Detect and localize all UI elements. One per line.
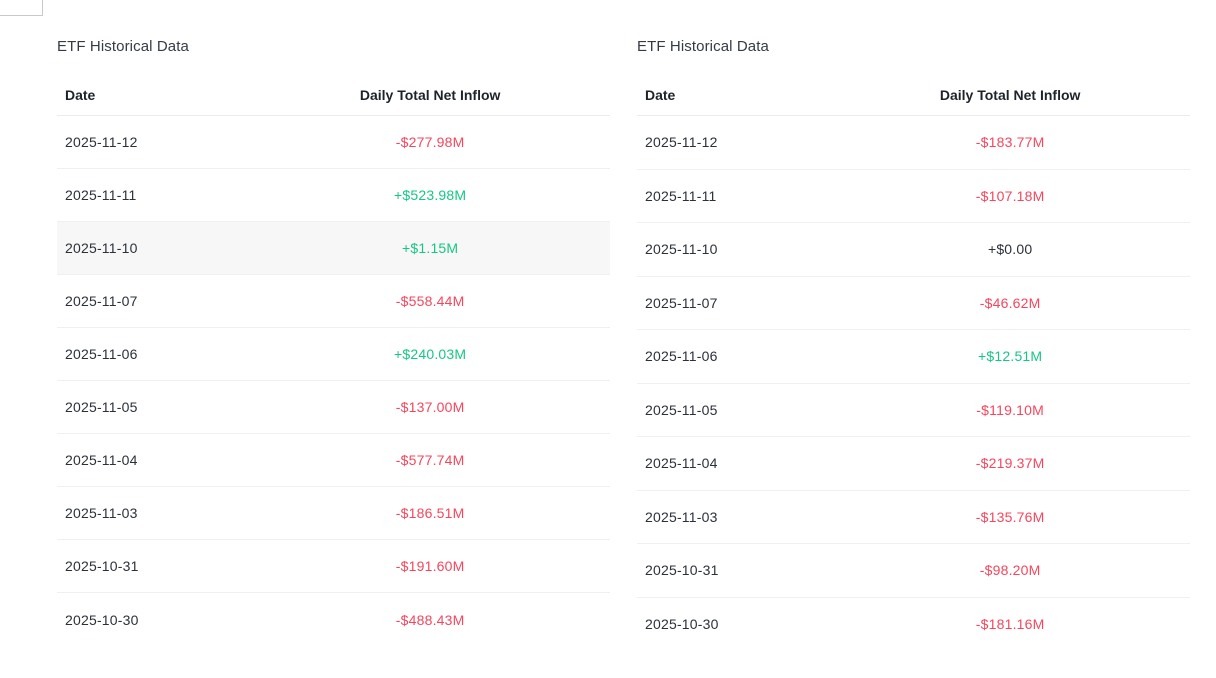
net-inflow-value: -$135.76M bbox=[975, 508, 1045, 525]
date-cell: 2025-10-31 bbox=[65, 558, 139, 574]
table-row[interactable]: 2025-11-11 +$523.98M bbox=[57, 169, 610, 222]
net-inflow-value: -$558.44M bbox=[395, 293, 465, 309]
net-inflow-value: -$277.98M bbox=[395, 134, 465, 150]
table-row[interactable]: 2025-11-07 -$558.44M bbox=[57, 275, 610, 328]
column-header-date: Date bbox=[65, 87, 96, 103]
date-cell: 2025-11-05 bbox=[65, 399, 138, 415]
column-header-net-inflow: Daily Total Net Inflow bbox=[359, 87, 501, 103]
date-cell: 2025-11-07 bbox=[65, 293, 138, 309]
net-inflow-value: -$577.74M bbox=[395, 452, 465, 468]
net-inflow-value: -$119.10M bbox=[976, 401, 1044, 418]
date-cell: 2025-11-04 bbox=[645, 455, 718, 472]
table-body: 2025-11-12 -$277.98M 2025-11-11 +$523.98M 20… bbox=[57, 116, 610, 646]
table-row[interactable]: 2025-11-06 +$12.51M bbox=[637, 330, 1190, 384]
table-row[interactable]: 2025-11-05 -$137.00M bbox=[57, 381, 610, 434]
table-row[interactable]: 2025-11-03 -$186.51M bbox=[57, 487, 610, 540]
net-inflow-value: +$523.98M bbox=[394, 187, 467, 203]
date-cell: 2025-11-03 bbox=[65, 505, 138, 521]
net-inflow-value: -$183.77M bbox=[975, 134, 1045, 151]
date-cell: 2025-11-11 bbox=[645, 187, 717, 204]
table-row[interactable]: 2025-10-31 -$191.60M bbox=[57, 540, 610, 593]
date-cell: 2025-10-31 bbox=[645, 562, 719, 579]
etf-tables-layout: ETF Historical Data Date Daily Total Net… bbox=[57, 38, 1190, 651]
table-row[interactable]: 2025-10-30 -$488.43M bbox=[57, 593, 610, 646]
date-cell: 2025-11-07 bbox=[645, 294, 718, 311]
net-inflow-value: +$12.51M bbox=[978, 348, 1043, 365]
table-header-row: Date Daily Total Net Inflow bbox=[57, 74, 610, 116]
net-inflow-value: +$240.03M bbox=[394, 346, 467, 362]
net-inflow-value: -$181.16M bbox=[975, 616, 1045, 633]
net-inflow-value: -$107.18M bbox=[975, 187, 1045, 204]
table-row[interactable]: 2025-11-04 -$577.74M bbox=[57, 434, 610, 487]
table-row[interactable]: 2025-11-04 -$219.37M bbox=[637, 437, 1190, 491]
net-inflow-value: -$186.51M bbox=[395, 505, 465, 521]
table-row[interactable]: 2025-10-30 -$181.16M bbox=[637, 598, 1190, 652]
table-row[interactable]: 2025-11-05 -$119.10M bbox=[637, 384, 1190, 437]
date-cell: 2025-11-05 bbox=[645, 401, 718, 418]
column-header-date: Date bbox=[645, 87, 676, 103]
date-cell: 2025-11-12 bbox=[65, 134, 138, 150]
table-row[interactable]: 2025-11-12 -$277.98M bbox=[57, 116, 610, 169]
date-cell: 2025-11-10 bbox=[65, 240, 138, 256]
date-cell: 2025-10-30 bbox=[645, 616, 719, 633]
table-header-row: Date Daily Total Net Inflow bbox=[637, 74, 1190, 116]
table-row[interactable]: 2025-11-10 +$1.15M bbox=[57, 222, 610, 275]
table-row[interactable]: 2025-11-10 +$0.00 bbox=[637, 223, 1190, 277]
table-row[interactable]: 2025-11-06 +$240.03M bbox=[57, 328, 610, 381]
date-cell: 2025-11-11 bbox=[65, 187, 137, 203]
date-cell: 2025-10-30 bbox=[65, 611, 139, 628]
table-row[interactable]: 2025-11-07 -$46.62M bbox=[637, 277, 1190, 330]
net-inflow-value: -$137.00M bbox=[395, 399, 465, 415]
table-body: 2025-11-12 -$183.77M 2025-11-11 -$107.18M 20… bbox=[637, 116, 1190, 651]
partial-window-corner bbox=[0, 0, 43, 16]
net-inflow-value: -$488.43M bbox=[395, 611, 465, 628]
column-header-net-inflow: Daily Total Net Inflow bbox=[939, 87, 1081, 103]
etf-historical-table-left: ETF Historical Data Date Daily Total Net… bbox=[57, 38, 610, 651]
date-cell: 2025-11-10 bbox=[645, 241, 718, 258]
net-inflow-value: -$98.20M bbox=[979, 562, 1041, 579]
net-inflow-value: -$46.62M bbox=[979, 294, 1041, 311]
date-cell: 2025-11-03 bbox=[645, 508, 718, 525]
net-inflow-value: +$0.00 bbox=[987, 241, 1033, 258]
table-title: ETF Historical Data bbox=[637, 38, 769, 55]
table-row[interactable]: 2025-11-03 -$135.76M bbox=[637, 491, 1190, 544]
net-inflow-value: +$1.15M bbox=[402, 240, 459, 256]
net-inflow-value: -$191.60M bbox=[395, 558, 465, 574]
table-row[interactable]: 2025-10-31 -$98.20M bbox=[637, 544, 1190, 598]
etf-historical-table-right: ETF Historical Data Date Daily Total Net… bbox=[637, 38, 1190, 651]
table-row[interactable]: 2025-11-11 -$107.18M bbox=[637, 170, 1190, 223]
net-inflow-value: -$219.37M bbox=[975, 455, 1045, 472]
date-cell: 2025-11-06 bbox=[645, 348, 718, 365]
table-title: ETF Historical Data bbox=[57, 38, 189, 55]
date-cell: 2025-11-04 bbox=[65, 452, 138, 468]
date-cell: 2025-11-12 bbox=[645, 134, 718, 151]
date-cell: 2025-11-06 bbox=[65, 346, 138, 362]
table-row[interactable]: 2025-11-12 -$183.77M bbox=[637, 116, 1190, 170]
